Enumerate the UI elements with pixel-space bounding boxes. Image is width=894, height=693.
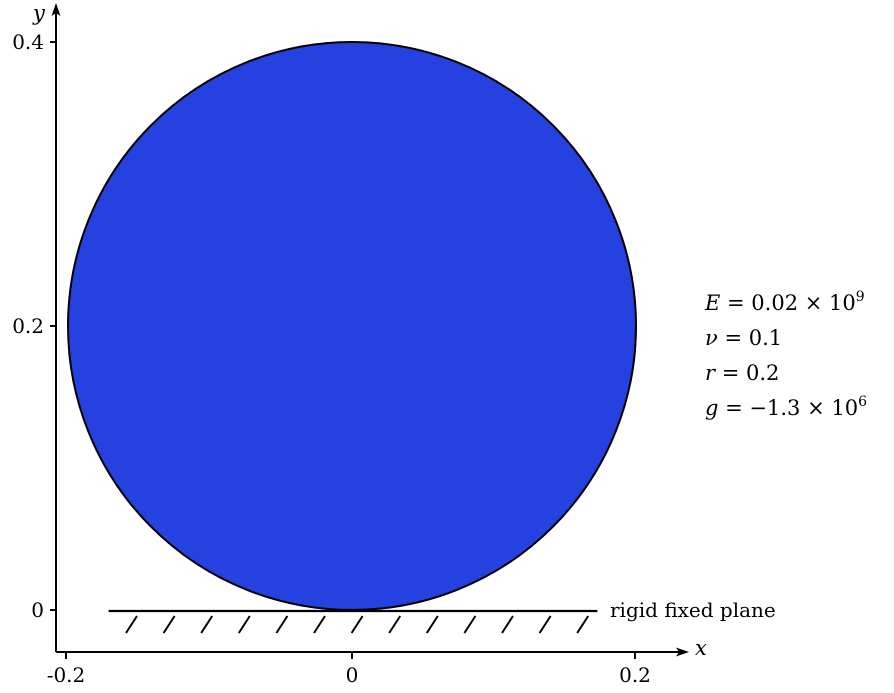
hatch-mark bbox=[576, 615, 590, 634]
y-axis: y 0 0.2 0.4 bbox=[12, 1, 61, 652]
parameter-exponent: 6 bbox=[858, 394, 867, 410]
parameter-symbol: g bbox=[705, 396, 718, 420]
hatch-mark bbox=[237, 615, 251, 634]
y-tick-label: 0 bbox=[31, 598, 44, 622]
hatch-mark bbox=[275, 615, 289, 634]
parameter-value: 0.2 bbox=[746, 361, 779, 385]
y-tick-label: 0.4 bbox=[12, 30, 44, 54]
parameter-symbol: E bbox=[704, 291, 720, 315]
hatch-mark bbox=[313, 615, 326, 634]
parameter-line: g = −1.3 × 106 bbox=[705, 394, 867, 420]
x-axis: x -0.2 0 0.2 bbox=[47, 636, 707, 687]
equals-sign: = bbox=[718, 326, 749, 350]
hatch-mark bbox=[350, 615, 364, 634]
x-tick-label: 0 bbox=[346, 663, 359, 687]
parameter-symbol: r bbox=[705, 361, 717, 385]
y-axis-ticks: 0 0.2 0.4 bbox=[12, 30, 56, 622]
plane-hatching bbox=[125, 615, 590, 634]
equals-sign: = bbox=[718, 396, 749, 420]
x-tick-label: -0.2 bbox=[47, 663, 86, 687]
y-axis-label: y bbox=[32, 1, 46, 25]
x-tick-label: 0.2 bbox=[619, 663, 651, 687]
parameter-line: E = 0.02 × 109 bbox=[704, 289, 865, 315]
plane-label: rigid fixed plane bbox=[610, 598, 776, 622]
parameter-line: ν = 0.1 bbox=[705, 326, 782, 350]
elastic-disc bbox=[67, 41, 637, 611]
material-parameters: E = 0.02 × 109 ν = 0.1 r = 0.2 g = −1.3 × 1… bbox=[704, 289, 867, 420]
y-axis-arrow bbox=[51, 3, 61, 16]
parameter-value: 0.1 bbox=[749, 326, 782, 350]
y-tick-label: 0.2 bbox=[12, 314, 44, 338]
equals-sign: = bbox=[720, 291, 751, 315]
x-axis-arrow bbox=[676, 647, 689, 657]
parameter-exponent: 9 bbox=[856, 289, 865, 305]
x-axis-label: x bbox=[695, 636, 707, 660]
hatch-mark bbox=[538, 615, 552, 634]
hatch-mark bbox=[463, 615, 477, 634]
parameter-value: −1.3 × 10 bbox=[749, 396, 858, 420]
rigid-fixed-plane bbox=[108, 609, 598, 634]
x-axis-ticks: -0.2 0 0.2 bbox=[47, 652, 651, 687]
hatch-mark bbox=[162, 615, 176, 634]
parameter-value: 0.02 × 10 bbox=[751, 291, 855, 315]
equals-sign: = bbox=[715, 361, 746, 385]
hatch-mark bbox=[425, 615, 439, 634]
hatch-mark bbox=[501, 615, 514, 634]
hatch-mark bbox=[388, 615, 402, 634]
parameter-symbol: ν bbox=[705, 326, 718, 350]
hatch-mark bbox=[200, 615, 214, 634]
hatch-mark bbox=[125, 615, 138, 634]
parameter-line: r = 0.2 bbox=[705, 361, 779, 385]
